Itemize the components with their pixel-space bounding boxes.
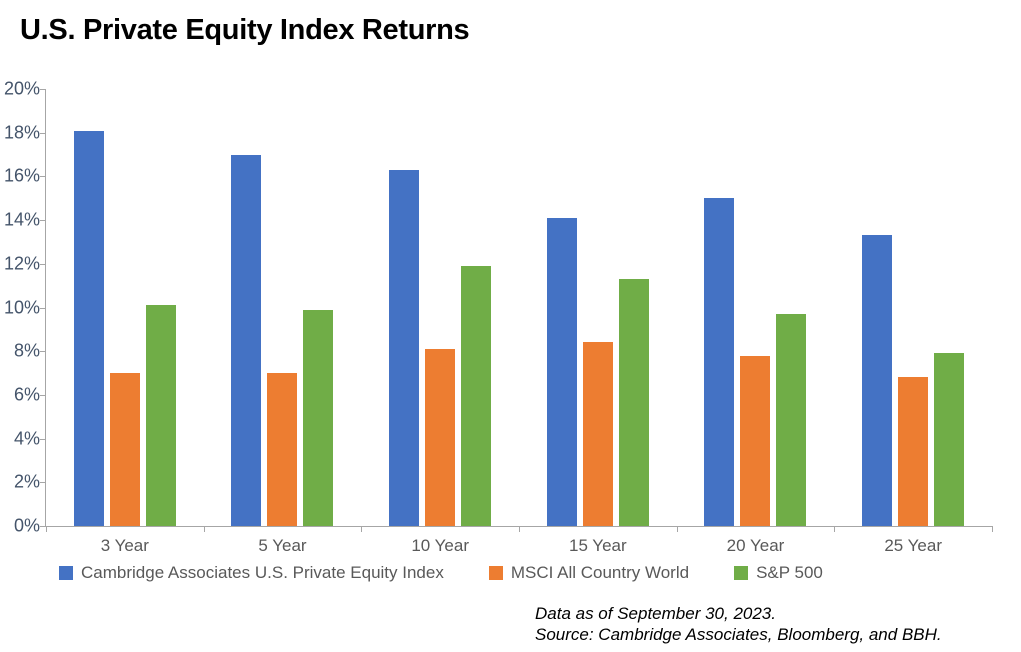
y-axis-tick-16 bbox=[40, 176, 45, 178]
bar-s-p-500-20-year bbox=[776, 314, 807, 526]
legend-swatch-icon-cambridge-associates-u-s-private-equity-index bbox=[59, 565, 73, 580]
y-axis-tick-6 bbox=[40, 394, 45, 396]
legend-item-s-p-500: S&P 500 bbox=[734, 563, 823, 583]
x-axis-label-3-year: 3 Year bbox=[100, 536, 149, 555]
legend-item-msci-all-country-world: MSCI All Country World bbox=[488, 562, 690, 583]
bar-s-p-500-10-year bbox=[461, 266, 492, 526]
bar-s-p-500-3-year bbox=[145, 305, 176, 526]
chart-title: U.S. Private Equity Index Returns bbox=[20, 14, 470, 46]
y-axis-tick-18 bbox=[40, 132, 45, 134]
x-axis-label-10-year: 10 Year bbox=[411, 536, 469, 555]
y-axis-tick-12 bbox=[40, 263, 45, 265]
bar-msci-all-country-world-3-year bbox=[109, 373, 140, 526]
bar-group-10-year bbox=[361, 89, 519, 526]
y-axis-label-0: 0% bbox=[13, 515, 40, 536]
legend-label-msci-all-country-world: MSCI All Country World bbox=[510, 562, 690, 582]
y-axis-label-20: 20% bbox=[3, 78, 40, 99]
bar-s-p-500-25-year bbox=[934, 353, 965, 526]
legend-swatch-icon-msci-all-country-world bbox=[488, 565, 503, 580]
x-axis-tick bbox=[676, 526, 678, 532]
legend: Cambridge Associates U.S. Private Equity… bbox=[59, 562, 823, 583]
y-axis-label-4: 4% bbox=[13, 428, 40, 449]
bar-cambridge-associates-u-s-private-equity-index-25-year bbox=[862, 235, 893, 526]
bar-group-3-year bbox=[46, 89, 204, 526]
y-axis-tick-0 bbox=[40, 526, 45, 527]
bar-cambridge-associates-u-s-private-equity-index-3-year bbox=[73, 130, 104, 526]
legend-swatch-icon-s-p-500 bbox=[734, 565, 749, 580]
bar-group-5-year bbox=[204, 89, 362, 526]
x-axis-tick bbox=[203, 526, 205, 532]
y-axis-label-10: 10% bbox=[3, 297, 40, 317]
bar-s-p-500-5-year bbox=[303, 309, 334, 526]
x-axis-tick bbox=[992, 526, 993, 532]
footnote-data-as-of: Data as of September 30, 2023. bbox=[535, 604, 776, 623]
y-axis-label-18: 18% bbox=[3, 122, 40, 143]
footnote-source: Source: Cambridge Associates, Bloomberg,… bbox=[535, 625, 942, 644]
bar-s-p-500-15-year bbox=[618, 279, 649, 526]
plot-area: 0% 2% 4% 6% 8% 10% 12% 14% 16% 18% 20% 3 Year 5 Year… bbox=[4, 79, 993, 555]
x-axis-label-5-year: 5 Year bbox=[258, 536, 307, 555]
y-axis-tick-8 bbox=[40, 351, 45, 353]
legend-label-s-p-500: S&P 500 bbox=[756, 562, 823, 582]
y-axis-tick-10 bbox=[40, 307, 45, 309]
x-axis-tick bbox=[519, 526, 520, 532]
y-axis-label-8: 8% bbox=[13, 340, 40, 361]
y-axis-label-16: 16% bbox=[3, 165, 40, 186]
y-axis-tick-20 bbox=[40, 89, 45, 90]
y-axis-label-2: 2% bbox=[13, 471, 40, 492]
bar-msci-all-country-world-5-year bbox=[267, 373, 298, 526]
bar-cambridge-associates-u-s-private-equity-index-15-year bbox=[546, 217, 577, 526]
x-axis-label-15-year: 15 Year bbox=[568, 536, 627, 555]
bar-cambridge-associates-u-s-private-equity-index-5-year bbox=[231, 154, 262, 526]
bar-group-15-year bbox=[519, 89, 677, 526]
bar-cambridge-associates-u-s-private-equity-index-20-year bbox=[704, 198, 735, 526]
y-axis-label-12: 12% bbox=[3, 253, 40, 274]
bar-group-20-year bbox=[677, 89, 835, 526]
bar-group-25-year bbox=[834, 89, 992, 526]
y-axis-label-14: 14% bbox=[3, 209, 40, 230]
bar-msci-all-country-world-20-year bbox=[740, 355, 771, 526]
y-axis-tick-4 bbox=[40, 438, 45, 440]
y-axis-label-6: 6% bbox=[13, 384, 40, 405]
y-axis-tick-2 bbox=[40, 482, 45, 484]
x-axis-label-25-year: 25 Year bbox=[884, 536, 942, 555]
bar-msci-all-country-world-25-year bbox=[898, 377, 929, 526]
x-axis-label-20-year: 20 Year bbox=[726, 536, 785, 555]
bar-msci-all-country-world-15-year bbox=[582, 342, 613, 526]
footnote: Data as of September 30, 2023. Source: C… bbox=[535, 603, 942, 645]
x-axis-tick bbox=[834, 526, 836, 532]
bar-cambridge-associates-u-s-private-equity-index-10-year bbox=[389, 169, 420, 526]
y-axis-tick-14 bbox=[40, 220, 45, 222]
legend-item-cambridge-associates-u-s-private-equity-index: Cambridge Associates U.S. Private Equity… bbox=[59, 563, 444, 583]
x-axis-tick bbox=[361, 526, 363, 532]
bar-msci-all-country-world-10-year bbox=[425, 349, 456, 526]
x-axis-tick bbox=[46, 526, 47, 532]
legend-label-cambridge-associates-u-s-private-equity-index: Cambridge Associates U.S. Private Equity… bbox=[81, 562, 444, 582]
